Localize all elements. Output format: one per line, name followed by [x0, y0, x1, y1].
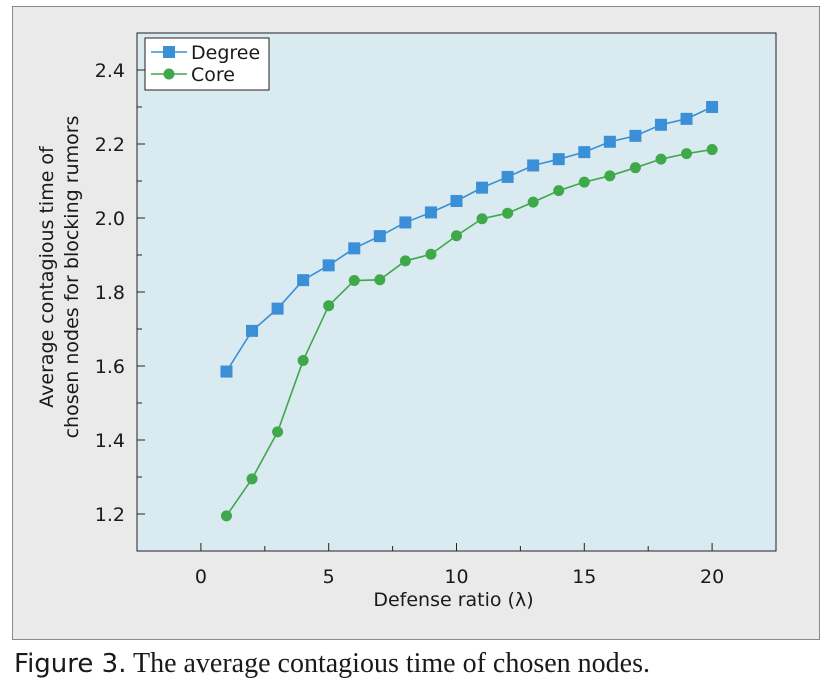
- data-point-degree: [271, 302, 284, 315]
- series-layer: [220, 101, 719, 522]
- data-point-core: [451, 230, 462, 242]
- data-point-degree: [527, 159, 540, 172]
- y-axis-title-line: Average contagious time of: [36, 145, 58, 408]
- data-point-core: [578, 176, 590, 188]
- data-point-core: [220, 510, 232, 522]
- data-point-core: [629, 162, 641, 174]
- data-point-core: [272, 426, 284, 438]
- data-point-degree: [578, 146, 591, 159]
- data-point-degree: [706, 101, 719, 113]
- data-point-degree: [246, 324, 259, 337]
- data-point-degree: [629, 129, 642, 142]
- y-tick-label: 2.4: [95, 60, 125, 82]
- x-tick-label: 0: [195, 566, 207, 588]
- legend-marker: [163, 46, 175, 58]
- y-axis-title: Average contagious time of chosen nodes f…: [36, 116, 83, 439]
- line-chart: 1.2 1.4 1.6 1.8 2.0 2.2 2.4 0 5 10 15 20 Average c…: [36, 32, 777, 611]
- data-point-degree: [603, 135, 616, 148]
- data-point-core: [297, 354, 309, 366]
- legend-label: Degree: [191, 42, 260, 64]
- x-axis-title: Defense ratio (λ): [373, 589, 533, 611]
- data-point-degree: [322, 259, 335, 272]
- data-point-degree: [297, 274, 310, 287]
- data-point-degree: [373, 230, 386, 243]
- data-point-degree: [450, 194, 463, 207]
- y-tick-label: 2.2: [95, 134, 125, 156]
- data-point-core: [706, 144, 718, 156]
- y-tick-label: 1.4: [95, 430, 125, 452]
- y-tick-label: 1.8: [95, 282, 125, 304]
- data-point-degree: [680, 112, 693, 125]
- y-tick-label: 1.6: [95, 356, 125, 378]
- x-tick-label: 15: [572, 566, 596, 588]
- y-axis-ticks: 1.2 1.4 1.6 1.8 2.0 2.2 2.4: [95, 32, 145, 552]
- y-tick-label: 1.2: [95, 504, 125, 526]
- caption-text: The average contagious time of chosen no…: [126, 648, 651, 679]
- y-tick-label: 2.0: [95, 208, 125, 230]
- data-point-degree: [552, 153, 565, 166]
- data-point-core: [502, 207, 514, 219]
- figure-caption: Figure 3. The average contagious time of…: [14, 648, 824, 688]
- x-tick-label: 20: [700, 566, 724, 588]
- x-tick-label: 10: [444, 566, 468, 588]
- data-point-core: [374, 274, 386, 286]
- data-point-degree: [220, 365, 233, 378]
- figure-label: Figure 3.: [14, 649, 127, 679]
- data-point-core: [553, 185, 565, 197]
- data-point-degree: [476, 181, 489, 194]
- data-point-degree: [399, 216, 412, 229]
- data-point-core: [246, 473, 258, 485]
- data-point-core: [476, 213, 488, 225]
- legend-marker: [163, 68, 175, 80]
- y-axis-title-line: chosen nodes for blocking rumors: [61, 116, 83, 439]
- data-point-degree: [654, 118, 667, 131]
- data-point-core: [604, 170, 616, 182]
- data-point-core: [323, 300, 335, 312]
- data-point-degree: [348, 242, 361, 255]
- x-axis-ticks: 0 5 10 15 20: [136, 543, 777, 588]
- data-point-degree: [501, 170, 514, 183]
- data-point-core: [655, 153, 667, 165]
- legend-label: Core: [191, 64, 235, 86]
- plot-area: [136, 32, 777, 552]
- x-tick-label: 5: [323, 566, 335, 588]
- data-point-core: [348, 275, 360, 287]
- data-point-core: [681, 148, 693, 160]
- data-point-degree: [424, 206, 437, 219]
- data-point-core: [527, 196, 539, 208]
- data-point-core: [425, 248, 437, 260]
- data-point-core: [399, 255, 411, 267]
